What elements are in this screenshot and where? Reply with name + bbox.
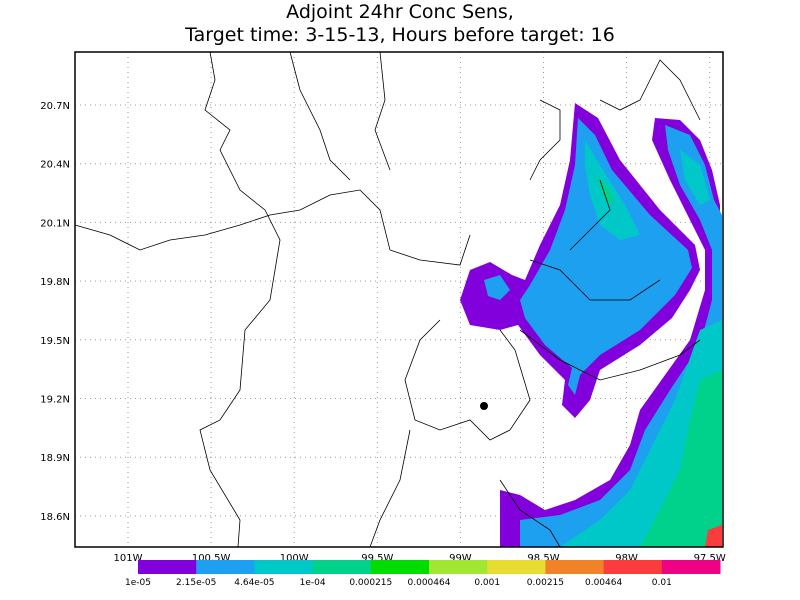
lon-label: 100.5W [192,553,231,564]
colorbar-swatch [661,560,721,574]
lon-label: 99W [449,553,472,564]
colorbar-swatch [138,560,197,574]
lon-label: 97.5W [694,553,726,564]
title-line: Adjoint 24hr Conc Sens, [286,1,514,23]
colorbar-swatch [429,560,488,574]
lon-label: 99.5W [361,553,393,564]
colorbar-label: 4.64e-05 [234,578,274,588]
colorbar: 1e-05 2.15e-05 4.64e-05 1e-04 0.000215 0.0004… [125,560,721,588]
lon-label: 101W [114,553,143,564]
borders [74,51,701,548]
colorbar-swatch [370,560,430,574]
colorbar-swatch [603,560,663,574]
colorbar-label: 0.000464 [408,578,451,588]
colorbar-swatch [254,560,314,574]
colorbar-swatch [545,560,605,574]
colorbar-label: 0.01 [652,578,672,588]
colorbar-swatch [312,560,372,574]
colorbar-label: 1e-04 [300,578,326,588]
colorbar-label: 0.000215 [349,578,392,588]
sensitivity-field [460,103,722,547]
lat-label: 19.8N [40,277,70,288]
colorbar-label: 0.001 [474,578,500,588]
lon-label: 98.5W [527,553,559,564]
colorbar-label: 0.00464 [585,578,622,588]
lon-label: 100W [280,553,309,564]
lat-label: 19.5N [40,336,70,347]
title-line: Target time: 3-15-13, Hours before targe… [184,24,615,46]
frame [74,51,724,548]
colorbar-label: 1e-05 [125,578,151,588]
lat-label: 18.6N [40,512,70,523]
lat-label: 19.2N [40,395,70,406]
lat-label: 20.4N [40,160,70,171]
target-point [480,402,488,410]
lat-label: 18.9N [40,453,70,464]
colorbar-label: 0.00215 [527,578,564,588]
lat-label: 20.7N [40,101,70,112]
lat-label: 20.1N [40,218,70,229]
colorbar-swatch [196,560,255,574]
lon-label: 98W [615,553,638,564]
colorbar-swatch [487,560,546,574]
axis-labels: 20.7N 20.4N 20.1N 19.8N 19.5N 19.2N 18.9N 18.6N… [40,101,726,564]
colorbar-label: 2.15e-05 [176,578,216,588]
